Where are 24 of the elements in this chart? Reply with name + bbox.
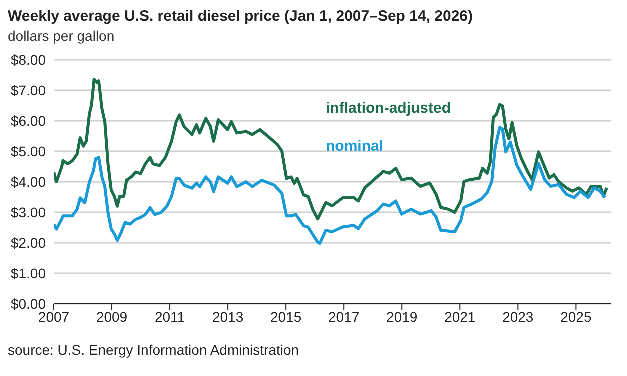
chart-title: Weekly average U.S. retail diesel price (Jan 1, 2007–Sep 14, 2026) bbox=[8, 8, 473, 25]
x-tick-label: 2011 bbox=[154, 308, 186, 325]
y-tick-label: $5.00 bbox=[10, 143, 46, 160]
x-tick-label: 2021 bbox=[444, 308, 476, 325]
x-tick-label: 2023 bbox=[502, 308, 534, 325]
y-tick-label: $7.00 bbox=[10, 82, 46, 98]
chart-subtitle: dollars per gallon bbox=[8, 28, 115, 44]
source-note: source: U.S. Energy Information Administration bbox=[8, 342, 300, 358]
x-tick-label: 2025 bbox=[560, 308, 592, 325]
y-tick-label: $1.00 bbox=[10, 265, 46, 282]
text: inflation-adjusted bbox=[326, 100, 451, 117]
x-tick-label: 2013 bbox=[212, 308, 244, 325]
x-tick-label: 2019 bbox=[386, 308, 418, 325]
y-tick-label: $4.00 bbox=[10, 174, 46, 190]
y-tick-label: $2.00 bbox=[10, 234, 46, 251]
y-tick-label: $6.00 bbox=[10, 112, 46, 129]
x-tick-label: 2017 bbox=[328, 308, 360, 325]
y-tick-label: $3.00 bbox=[10, 204, 46, 220]
line-series bbox=[54, 126, 607, 246]
x-tick-label: 2015 bbox=[270, 308, 302, 325]
y-tick-label: $8.00 bbox=[10, 52, 46, 68]
x-tick-label: 2009 bbox=[96, 308, 128, 325]
text: nominal bbox=[326, 138, 384, 155]
line-series bbox=[54, 78, 608, 221]
